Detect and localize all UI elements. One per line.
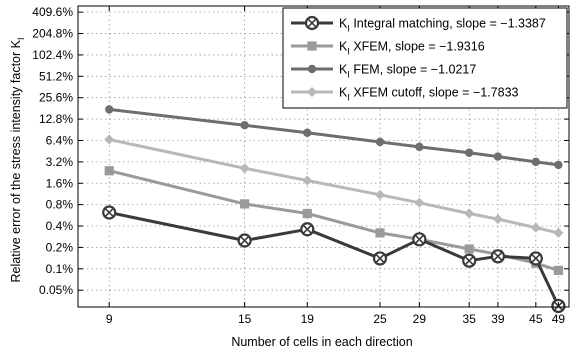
data-point-cross [307,18,317,28]
legend-entry: KI FEM, slope = −1.0217 [291,63,476,80]
y-tick-label: 51.2% [39,69,73,83]
y-tick-label: 6.4% [46,133,74,147]
legend-label: KI XFEM, slope = −1.9316 [339,40,485,57]
y-tick-label: 0.4% [46,219,74,233]
series-2 [105,105,563,170]
data-point [104,166,114,176]
legend-label: KI XFEM cutoff, slope = −1.7833 [339,86,519,103]
data-point [307,87,317,97]
data-point [415,142,424,152]
legend-entry: KI XFEM cutoff, slope = −1.7833 [291,86,519,103]
y-tick-label: 0.05% [39,283,73,297]
y-tick-label: 12.8% [39,112,73,126]
y-axis-label-group: Relative error of the stress intensity f… [9,38,26,283]
data-point [375,228,385,238]
series-layer [102,105,566,314]
y-tick-label: 102.4% [32,48,73,62]
data-point [531,157,541,167]
data-point [105,105,114,114]
data-point-cross [493,251,503,262]
legend-label-prefix: K [339,40,348,54]
data-point [239,163,250,174]
y-axis-label-main: Relative error of the stress intensity f… [9,39,23,282]
x-tick-label: 15 [238,312,252,326]
x-tick-label: 35 [463,312,477,326]
y-tick-label: 25.6% [39,91,73,105]
y-tick-label: 1.6% [46,176,74,190]
x-tick-label: 29 [413,312,427,326]
data-point [553,227,564,238]
series-0 [102,205,566,314]
data-point [302,208,312,219]
x-tick-label: 19 [301,312,315,326]
legend-label: KI FEM, slope = −1.0217 [339,63,476,80]
data-point [240,121,249,130]
data-point [554,160,563,170]
x-tick-label: 25 [373,312,387,326]
y-axis-label-subscript: I [16,38,26,41]
legend-label-rest: Integral matching, slope = −1.3387 [350,17,546,31]
tick-layer: 0.05% 0.1% 0.2% 0.4% 0.8% 1.6% 3.2% 6.4% 12.8% 25… [32,5,569,326]
data-point [303,128,312,138]
data-point [240,199,250,209]
data-point [464,244,474,254]
data-point-cross [104,207,114,218]
legend-label-subscript: I [347,93,350,103]
data-point-cross [239,235,250,246]
data-point [465,148,474,157]
legend-label-rest: XFEM cutoff, slope = −1.7833 [350,86,519,100]
y-tick-label: 3.2% [46,155,74,169]
series-3 [104,134,564,238]
legend-label: KI Integral matching, slope = −1.3387 [339,17,546,34]
data-point [307,64,317,74]
x-axis-label: Number of cells in each direction [231,335,412,349]
data-point-cross [414,234,425,245]
legend: KI Integral matching, slope = −1.3387KI … [282,7,568,109]
legend-entry: KI Integral matching, slope = −1.3387 [291,15,546,34]
y-tick-label: 0.8% [46,198,74,212]
data-point [104,134,115,145]
legend-label-subscript: I [347,70,350,80]
legend-label-rest: FEM, slope = −1.0217 [350,63,477,77]
y-tick-label: 0.2% [46,240,74,254]
legend-label-prefix: K [339,86,348,100]
x-tick-label: 45 [529,312,543,326]
data-point-cross [302,224,313,235]
legend-label-rest: XFEM, slope = −1.9316 [350,40,485,54]
data-point-cross [464,255,474,266]
y-axis-label: Relative error of the stress intensity f… [9,38,26,283]
y-tick-label: 204.8% [32,27,73,41]
data-point-cross [375,253,385,264]
data-point [530,222,541,233]
legend-entry: KI XFEM, slope = −1.9316 [291,40,485,57]
data-point [307,41,317,51]
data-point [375,137,385,147]
data-point [553,265,563,275]
x-tick-label: 9 [106,312,113,326]
legend-label-prefix: K [339,17,348,31]
data-point-cross [531,253,541,264]
legend-label-subscript: I [347,24,350,34]
y-tick-label: 0.1% [46,262,74,276]
data-point [464,208,475,219]
legend-label-prefix: K [339,63,348,77]
legend-label-subscript: I [347,47,350,57]
data-point [492,214,503,225]
data-point [302,175,313,186]
data-point [493,152,503,161]
data-point [414,197,425,208]
x-tick-label: 49 [552,312,566,326]
y-tick-label: 409.6% [32,5,73,19]
x-tick-label: 39 [491,312,505,326]
plot-frame [77,5,570,308]
data-point [375,189,386,200]
